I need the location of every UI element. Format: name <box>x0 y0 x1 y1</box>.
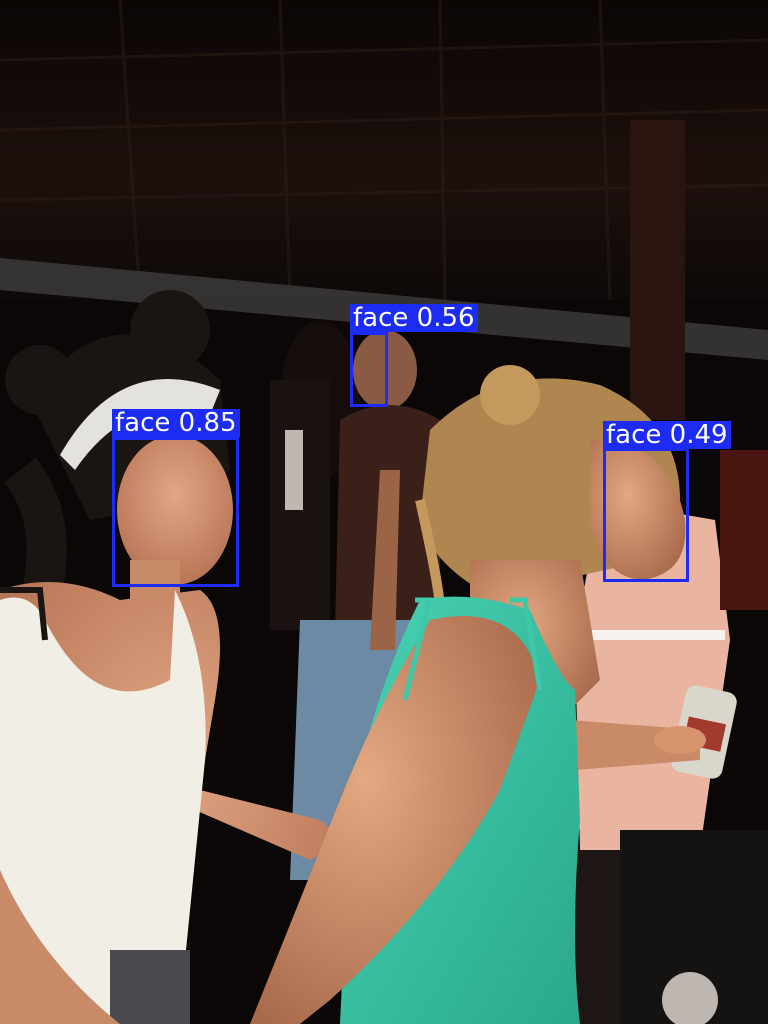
white-tank <box>0 590 206 1024</box>
pillar <box>630 120 685 420</box>
detection-class: face <box>115 408 171 438</box>
right-arm <box>250 616 540 1024</box>
detection-box-face-3 <box>603 448 689 582</box>
detection-label-face-1: face 0.85 <box>112 409 240 437</box>
right-face <box>590 440 686 580</box>
detection-score: 0.49 <box>669 420 728 450</box>
detection-class: face <box>606 420 662 450</box>
detection-label-face-3: face 0.49 <box>603 421 731 449</box>
detection-label-face-2: face 0.56 <box>350 304 478 332</box>
detection-score: 0.85 <box>178 408 237 438</box>
detection-class: face <box>353 303 409 333</box>
left-face <box>117 435 233 585</box>
detection-box-face-2 <box>350 332 388 407</box>
headband <box>60 378 220 470</box>
detection-score: 0.56 <box>416 303 475 333</box>
detection-box-face-1 <box>112 437 239 587</box>
